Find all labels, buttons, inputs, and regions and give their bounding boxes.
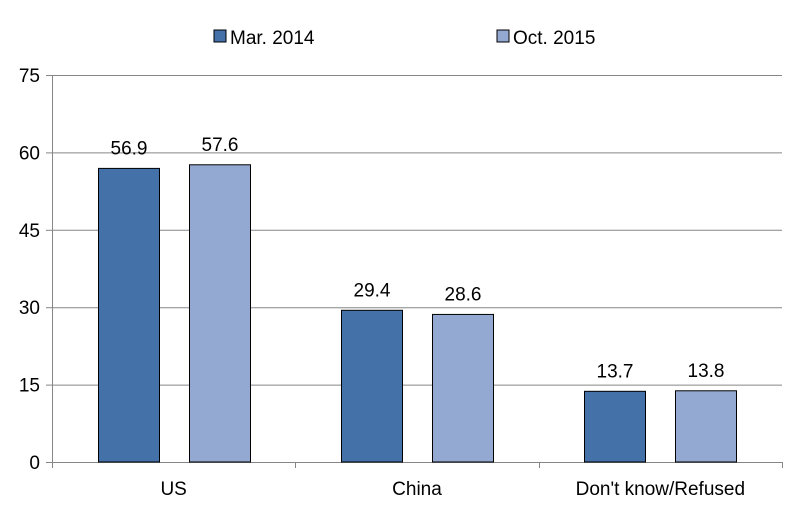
- legend-swatch-oct-2015: [496, 29, 510, 43]
- data-label: 56.9: [111, 138, 148, 159]
- data-label: 57.6: [202, 135, 239, 156]
- bar-mar-2014: [341, 309, 403, 463]
- data-label: 13.7: [597, 361, 634, 382]
- gridlines: [52, 75, 782, 386]
- y-tick-label: 0: [29, 453, 40, 474]
- y-tick-label: 30: [19, 298, 40, 319]
- x-tick-label: China: [392, 479, 442, 500]
- data-label: 29.4: [354, 280, 391, 301]
- bars: [98, 164, 737, 463]
- data-labels: 56.9 57.6 29.4 28.6 13.7 13.8: [111, 135, 725, 383]
- bar-oct-2015: [189, 164, 251, 463]
- bar-mar-2014: [584, 390, 646, 463]
- axes: 0 15 30 45 60 75 US China Don't know/Refused: [19, 66, 783, 500]
- bar-oct-2015: [675, 390, 737, 463]
- x-tick-label: US: [160, 479, 186, 500]
- y-tick-label: 60: [19, 143, 40, 164]
- y-tick-label: 15: [19, 376, 40, 397]
- legend-label-mar-2014: Mar. 2014: [230, 28, 315, 49]
- data-label: 28.6: [445, 284, 482, 305]
- legend-swatch-mar-2014: [213, 29, 227, 43]
- legend: Mar. 2014 Oct. 2015: [213, 28, 595, 49]
- legend-label-oct-2015: Oct. 2015: [513, 28, 595, 49]
- bar-mar-2014: [98, 167, 160, 463]
- y-tick-label: 75: [19, 66, 40, 87]
- data-label: 13.8: [688, 361, 725, 382]
- x-tick-label: Don't know/Refused: [576, 479, 745, 500]
- bar-oct-2015: [432, 313, 494, 463]
- y-tick-label: 45: [19, 221, 40, 242]
